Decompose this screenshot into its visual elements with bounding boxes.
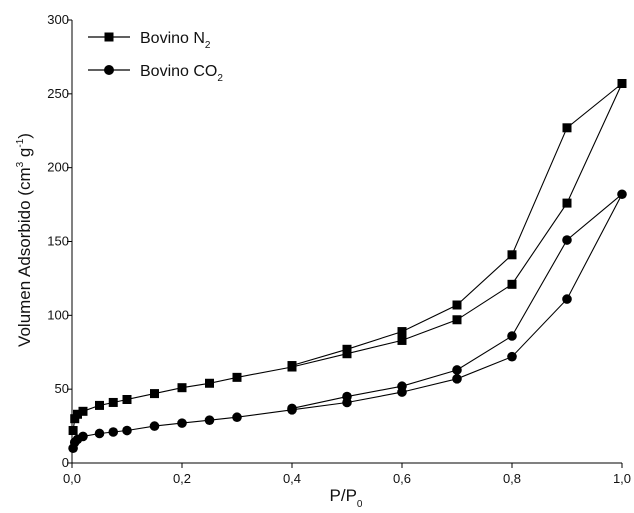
data-point-circle bbox=[149, 421, 160, 431]
legend: Bovino N2 Bovino CO2 bbox=[88, 30, 223, 84]
legend-label-co2: Bovino CO2 bbox=[140, 63, 223, 84]
data-point-circle bbox=[562, 294, 572, 304]
y-tick-label: 50 bbox=[55, 381, 69, 396]
x-tick-label: 0,0 bbox=[63, 471, 81, 486]
data-point-circle bbox=[452, 374, 462, 384]
data-point-square bbox=[150, 389, 159, 399]
y-tick-label: 100 bbox=[47, 307, 69, 322]
data-point-circle bbox=[562, 235, 572, 245]
data-point-square bbox=[562, 123, 572, 133]
data-point-circle bbox=[617, 189, 627, 200]
x-tick-label: 0,2 bbox=[173, 471, 191, 486]
data-point-circle bbox=[232, 412, 242, 423]
legend-item-n2: Bovino N2 bbox=[88, 30, 211, 51]
data-point-square bbox=[342, 344, 352, 354]
data-point-circle bbox=[287, 403, 297, 414]
data-point-square bbox=[562, 198, 572, 208]
x-tick-label: 0,6 bbox=[393, 471, 411, 486]
data-point-square bbox=[95, 400, 104, 410]
data-point-circle bbox=[78, 431, 88, 442]
data-point-square bbox=[205, 378, 214, 388]
x-tick-label: 1,0 bbox=[613, 471, 631, 486]
data-point-square bbox=[73, 409, 82, 419]
data-point-square bbox=[397, 327, 407, 337]
x-axis-label: P/P0 bbox=[330, 486, 363, 510]
legend-marker-circle bbox=[104, 65, 114, 75]
data-point-square bbox=[507, 250, 517, 260]
legend-label-n2: Bovino N2 bbox=[140, 30, 211, 51]
data-point-square bbox=[397, 335, 407, 345]
data-point-circle bbox=[507, 351, 517, 362]
series-layer bbox=[68, 78, 627, 454]
data-point-square bbox=[617, 78, 627, 88]
data-point-square bbox=[232, 372, 242, 382]
data-point-square bbox=[108, 397, 118, 407]
data-point-circle bbox=[342, 391, 352, 402]
data-point-square bbox=[287, 361, 297, 371]
data-point-square bbox=[122, 395, 132, 405]
axes: 0,0 0,2 0,4 0,6 0,8 1,0 0 50 100 150 200 250 300 bbox=[47, 12, 631, 486]
series-square bbox=[68, 78, 627, 436]
x-tick-label: 0,4 bbox=[283, 471, 301, 486]
data-point-circle bbox=[108, 427, 119, 437]
series-line bbox=[72, 83, 623, 431]
data-point-circle bbox=[177, 418, 187, 428]
data-point-square bbox=[507, 279, 517, 289]
data-point-circle bbox=[507, 331, 517, 341]
data-point-circle bbox=[397, 381, 407, 392]
y-tick-label: 150 bbox=[47, 234, 69, 249]
x-tick-label: 0,8 bbox=[503, 471, 521, 486]
y-tick-label: 200 bbox=[47, 160, 69, 175]
data-point-square bbox=[452, 315, 462, 325]
data-point-square bbox=[68, 426, 78, 436]
data-point-square bbox=[177, 383, 187, 393]
data-point-circle bbox=[94, 428, 105, 439]
data-point-circle bbox=[452, 365, 462, 375]
data-point-square bbox=[452, 300, 462, 310]
legend-item-co2: Bovino CO2 bbox=[88, 63, 223, 84]
legend-marker-square bbox=[104, 32, 114, 42]
data-point-circle bbox=[204, 415, 215, 425]
y-tick-label: 250 bbox=[47, 86, 69, 101]
y-axis-label: Volumen Adsorbido (cm3 g-1) bbox=[15, 133, 34, 347]
y-tick-label: 300 bbox=[47, 12, 69, 27]
data-point-square bbox=[78, 406, 88, 416]
data-point-circle bbox=[122, 425, 132, 436]
series-circle bbox=[68, 189, 627, 454]
series-line bbox=[72, 193, 623, 449]
y-tick-label: 0 bbox=[62, 455, 69, 470]
